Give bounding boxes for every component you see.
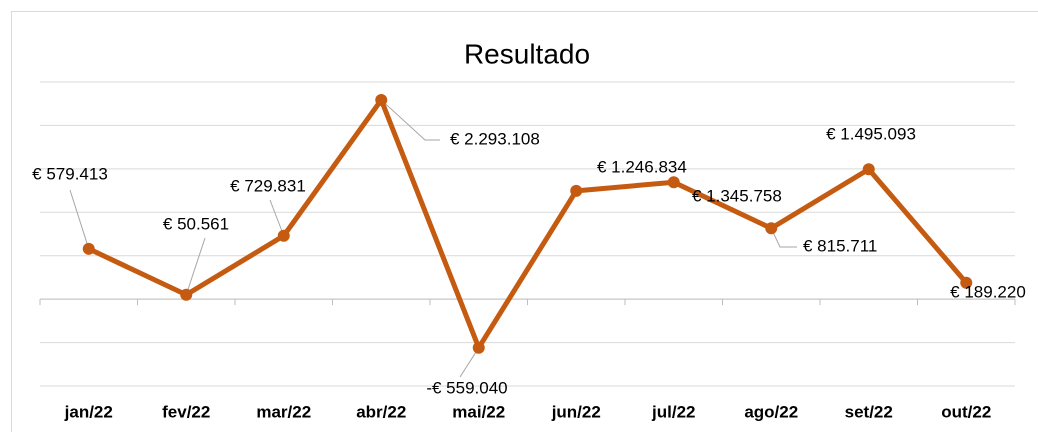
marker bbox=[667, 176, 680, 189]
x-tick-label: fev/22 bbox=[162, 402, 210, 421]
data-label: € 579.413 bbox=[32, 164, 108, 183]
data-label: € 1.495.093 bbox=[826, 124, 916, 143]
marker bbox=[472, 341, 485, 354]
x-tick-label: set/22 bbox=[845, 402, 893, 421]
marker bbox=[277, 229, 290, 242]
x-tick-label: out/22 bbox=[941, 402, 991, 421]
marker bbox=[862, 163, 875, 176]
data-label: € 50.561 bbox=[163, 214, 229, 233]
data-label: € 2.293.108 bbox=[450, 129, 540, 148]
data-label: € 815.711 bbox=[803, 236, 877, 255]
data-label: € 189.220 bbox=[950, 282, 1026, 301]
x-tick-label: abr/22 bbox=[356, 402, 406, 421]
line bbox=[87, 97, 969, 351]
x-tick-label: jul/22 bbox=[651, 402, 695, 421]
marker bbox=[375, 93, 388, 106]
marker bbox=[960, 276, 973, 289]
data-label: € 1.246.834 bbox=[597, 157, 687, 176]
x-tick-label: jun/22 bbox=[551, 402, 601, 421]
marker bbox=[765, 222, 778, 235]
leader-line bbox=[269, 199, 285, 236]
leader-line bbox=[770, 228, 797, 248]
x-tick-label: ago/22 bbox=[744, 402, 798, 421]
x-tick-label: jan/22 bbox=[64, 402, 113, 421]
marker bbox=[82, 242, 95, 255]
x-tick-label: mai/22 bbox=[452, 402, 505, 421]
marker bbox=[570, 184, 583, 197]
leader-line bbox=[185, 237, 206, 295]
chart-title: Resultado bbox=[464, 38, 590, 69]
data-label: -€ 559.040 bbox=[426, 378, 507, 397]
data-label: € 1.345.758 bbox=[692, 186, 782, 205]
marker bbox=[180, 288, 193, 301]
x-tick-label: mar/22 bbox=[256, 402, 311, 421]
data-label: € 729.831 bbox=[230, 176, 306, 195]
leader-line bbox=[380, 99, 440, 141]
leader-line bbox=[69, 189, 90, 249]
